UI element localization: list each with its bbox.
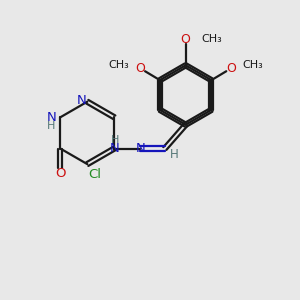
Text: N: N <box>110 142 120 155</box>
Text: CH₃: CH₃ <box>108 60 129 70</box>
Text: N: N <box>76 94 86 107</box>
Text: CH₃: CH₃ <box>201 34 222 44</box>
Text: Cl: Cl <box>88 168 101 181</box>
Text: H: H <box>169 148 178 161</box>
Text: O: O <box>227 62 237 75</box>
Text: CH₃: CH₃ <box>243 60 263 70</box>
Text: H: H <box>111 135 119 145</box>
Text: O: O <box>55 167 65 180</box>
Text: N: N <box>46 111 56 124</box>
Text: H: H <box>47 121 56 130</box>
Text: O: O <box>181 33 190 46</box>
Text: N: N <box>135 142 145 155</box>
Text: O: O <box>135 62 145 75</box>
